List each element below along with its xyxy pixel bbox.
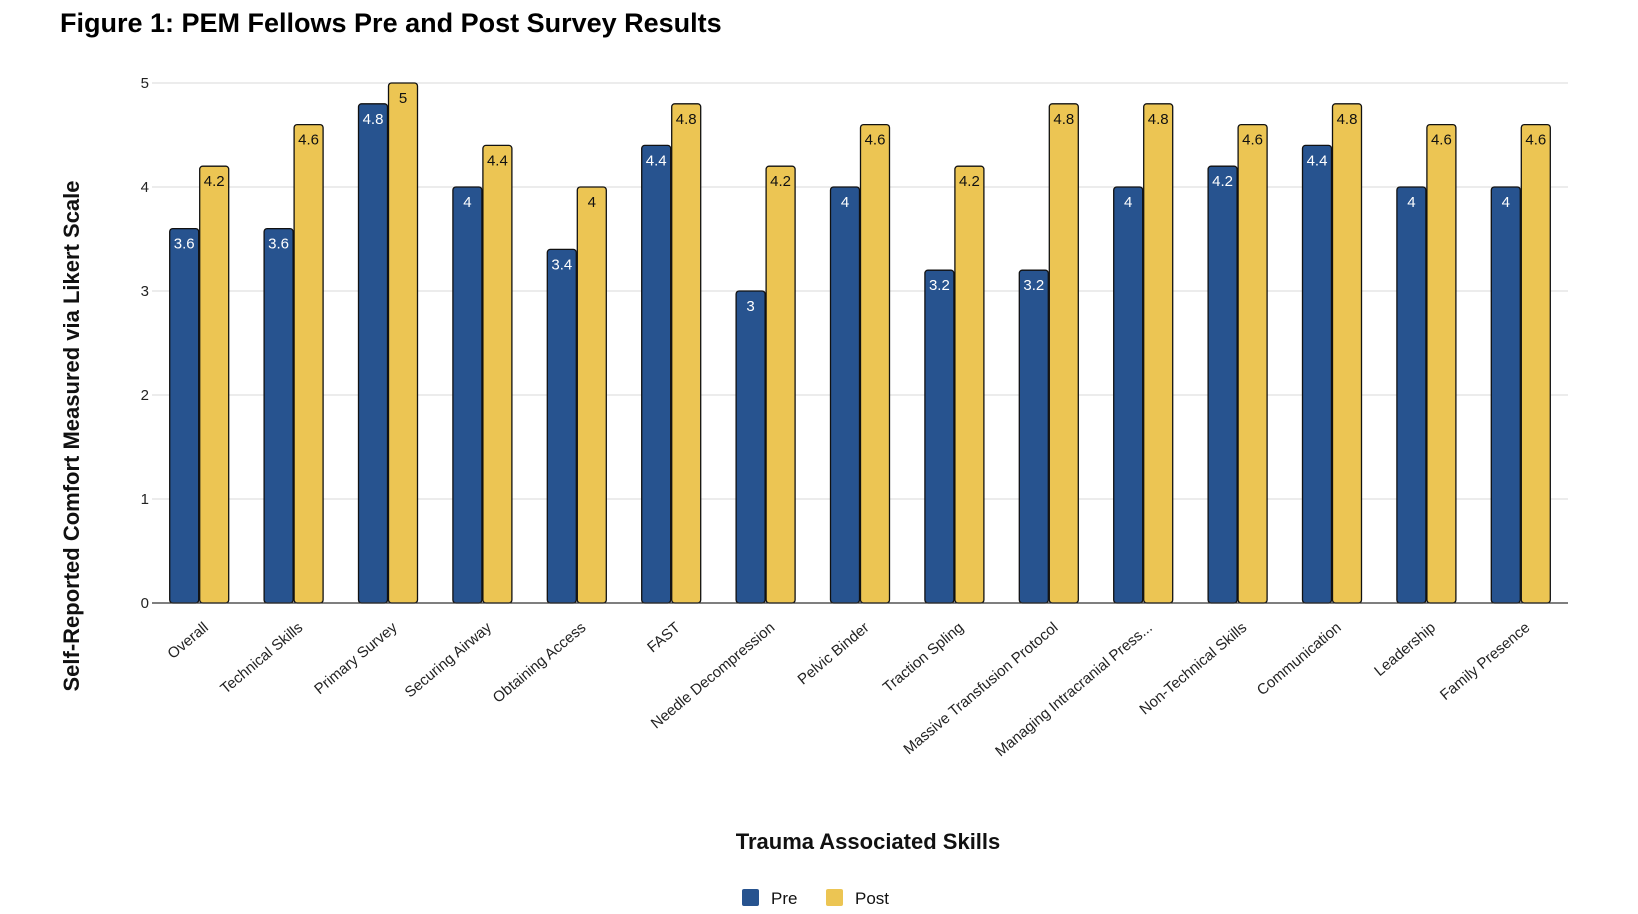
x-category-label: Family Presence <box>1437 619 1533 704</box>
bar-post <box>199 165 230 604</box>
bar-post <box>482 144 513 604</box>
bar-pre <box>641 144 672 604</box>
x-category-label: Primary Survey <box>311 619 401 698</box>
data-label-post: 4.2 <box>204 173 225 190</box>
bar-pre <box>452 186 483 604</box>
data-label-post: 4.6 <box>1431 132 1452 149</box>
bar-pre <box>1301 144 1333 604</box>
bars <box>169 82 1551 604</box>
bar-pre <box>735 290 766 604</box>
data-label-post: 5 <box>399 90 407 107</box>
bar-pre <box>263 227 294 604</box>
bar-post <box>859 123 891 604</box>
x-category-label: Overall <box>164 619 211 663</box>
data-label-post: 4.8 <box>676 111 697 128</box>
x-category-label: Managing Intracranial Press... <box>992 619 1156 760</box>
data-label-pre: 3.2 <box>1023 277 1044 294</box>
data-label-pre: 4.4 <box>646 152 667 169</box>
bar-pre <box>169 227 200 604</box>
bar-post <box>293 123 324 604</box>
data-label-post: 4.6 <box>1525 132 1546 149</box>
y-axis-title: Self-Reported Comfort Measured via Liker… <box>59 180 84 691</box>
data-label-post: 4.4 <box>487 152 508 169</box>
data-label-post: 4.8 <box>1053 111 1074 128</box>
y-tick-label: 2 <box>141 387 149 404</box>
data-label-pre: 4 <box>1124 194 1132 211</box>
data-label-pre: 3 <box>746 298 754 315</box>
bar-pre <box>1396 186 1427 604</box>
data-label-post: 4 <box>588 194 596 211</box>
data-label-pre: 4.2 <box>1212 173 1233 190</box>
bar-post <box>1331 103 1363 604</box>
data-label-post: 4.6 <box>298 132 319 149</box>
data-label-pre: 3.6 <box>268 236 289 253</box>
y-tick-label: 5 <box>141 75 149 92</box>
x-category-label: Obtaining Access <box>490 619 590 707</box>
x-category-label: Technical Skills <box>217 619 306 697</box>
bar-post <box>1426 123 1457 604</box>
x-category-label: Pelvic Binder <box>795 619 873 688</box>
x-category-label: Traction Spling <box>880 619 967 696</box>
y-tick-label: 0 <box>141 595 149 612</box>
bar-post <box>576 186 607 604</box>
data-label-pre: 4.8 <box>363 111 384 128</box>
x-axis-title: Trauma Associated Skills <box>736 829 1001 854</box>
bar-pre <box>1490 186 1521 604</box>
data-label-pre: 4 <box>463 194 471 211</box>
bar-post <box>671 103 702 604</box>
x-category-label: Leadership <box>1371 619 1439 680</box>
bar-pre <box>1207 165 1238 604</box>
bar-pre <box>1018 269 1049 604</box>
data-label-pre: 4 <box>1502 194 1510 211</box>
data-label-post: 4.6 <box>865 132 886 149</box>
bar-pre <box>1113 186 1144 604</box>
data-label-pre: 4 <box>1407 194 1415 211</box>
legend-swatch-post <box>826 889 843 906</box>
bar-post <box>1237 123 1268 604</box>
data-label-pre: 3.2 <box>929 277 950 294</box>
data-label-post: 4.2 <box>770 173 791 190</box>
data-label-post: 4.8 <box>1148 111 1169 128</box>
legend-label-post: Post <box>855 889 889 908</box>
legend: Pre Post <box>742 889 889 908</box>
bar-post <box>954 165 985 604</box>
legend-label-pre: Pre <box>771 889 797 908</box>
x-category-label: Securing Airway <box>402 619 496 701</box>
y-tick-label: 3 <box>141 283 149 300</box>
x-category-labels: Overall Technical Skills Primary Survey Sec… <box>164 619 1533 760</box>
y-tick-label: 4 <box>141 179 149 196</box>
x-category-label: Communication <box>1254 619 1345 699</box>
data-label-pre: 3.4 <box>551 256 572 273</box>
data-label-pre: 4 <box>841 194 849 211</box>
bar-post <box>387 82 419 604</box>
bar-post <box>765 165 796 604</box>
data-label-pre: 3.6 <box>174 236 195 253</box>
x-category-label: Massive Transfusion Protocol <box>900 619 1061 758</box>
data-label-pre: 4.4 <box>1307 152 1328 169</box>
bar-pre <box>829 186 861 604</box>
chart-title: Figure 1: PEM Fellows Pre and Post Surve… <box>60 8 722 38</box>
bar-post <box>1143 103 1174 604</box>
y-tick-labels: 0 1 2 3 4 5 <box>141 75 149 612</box>
y-tick-label: 1 <box>141 491 149 508</box>
bar-post <box>1520 123 1551 604</box>
data-labels: 3.6 4.2 3.6 4.6 4.8 5 4 4.4 3.4 4 4.4 4.8 3 4.2 4 4.6 3.… <box>174 90 1546 315</box>
x-category-label: FAST <box>644 619 684 656</box>
data-label-post: 4.6 <box>1242 132 1263 149</box>
bar-pre <box>357 103 389 604</box>
bar-post <box>1048 103 1079 604</box>
data-label-post: 4.2 <box>959 173 980 190</box>
bar-pre <box>924 269 955 604</box>
data-label-post: 4.8 <box>1337 111 1358 128</box>
legend-swatch-pre <box>742 889 759 906</box>
bar-pre <box>546 248 577 604</box>
